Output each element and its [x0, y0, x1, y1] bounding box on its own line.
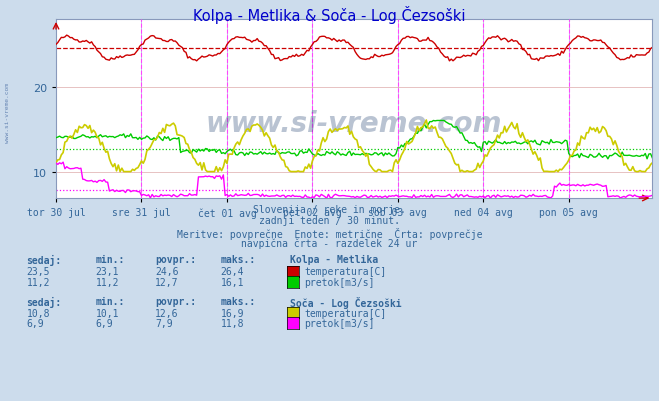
Text: 11,2: 11,2 — [96, 277, 119, 288]
Text: 11,8: 11,8 — [221, 318, 244, 328]
Text: povpr.:: povpr.: — [155, 255, 196, 265]
Text: navpična črta - razdelek 24 ur: navpična črta - razdelek 24 ur — [241, 238, 418, 249]
Text: 6,9: 6,9 — [26, 318, 44, 328]
Text: povpr.:: povpr.: — [155, 296, 196, 306]
Text: Slovenija / reke in morje.: Slovenija / reke in morje. — [253, 205, 406, 215]
Text: sedaj:: sedaj: — [26, 255, 61, 265]
Text: 10,1: 10,1 — [96, 308, 119, 318]
Text: 23,5: 23,5 — [26, 267, 50, 277]
Text: Meritve: povprečne  Enote: metrične  Črta: povprečje: Meritve: povprečne Enote: metrične Črta:… — [177, 227, 482, 239]
Text: Soča - Log Čezsoški: Soča - Log Čezsoški — [290, 296, 401, 308]
Text: 24,6: 24,6 — [155, 267, 179, 277]
Text: 7,9: 7,9 — [155, 318, 173, 328]
Text: pretok[m3/s]: pretok[m3/s] — [304, 318, 375, 328]
Text: 16,1: 16,1 — [221, 277, 244, 288]
Text: temperatura[C]: temperatura[C] — [304, 308, 387, 318]
Text: sedaj:: sedaj: — [26, 296, 61, 307]
Text: 23,1: 23,1 — [96, 267, 119, 277]
Text: min.:: min.: — [96, 296, 125, 306]
Text: 12,7: 12,7 — [155, 277, 179, 288]
Text: 6,9: 6,9 — [96, 318, 113, 328]
Text: min.:: min.: — [96, 255, 125, 265]
Text: maks.:: maks.: — [221, 255, 256, 265]
Text: maks.:: maks.: — [221, 296, 256, 306]
Text: 16,9: 16,9 — [221, 308, 244, 318]
Text: Kolpa - Metlika: Kolpa - Metlika — [290, 255, 378, 265]
Text: zadnji teden / 30 minut.: zadnji teden / 30 minut. — [259, 216, 400, 226]
Text: pretok[m3/s]: pretok[m3/s] — [304, 277, 375, 288]
Text: Kolpa - Metlika & Soča - Log Čezsoški: Kolpa - Metlika & Soča - Log Čezsoški — [193, 6, 466, 24]
Text: www.si-vreme.com: www.si-vreme.com — [206, 109, 502, 138]
Text: 11,2: 11,2 — [26, 277, 50, 288]
Text: temperatura[C]: temperatura[C] — [304, 267, 387, 277]
Text: 12,6: 12,6 — [155, 308, 179, 318]
Text: 10,8: 10,8 — [26, 308, 50, 318]
Text: www.si-vreme.com: www.si-vreme.com — [5, 82, 11, 142]
Text: 26,4: 26,4 — [221, 267, 244, 277]
